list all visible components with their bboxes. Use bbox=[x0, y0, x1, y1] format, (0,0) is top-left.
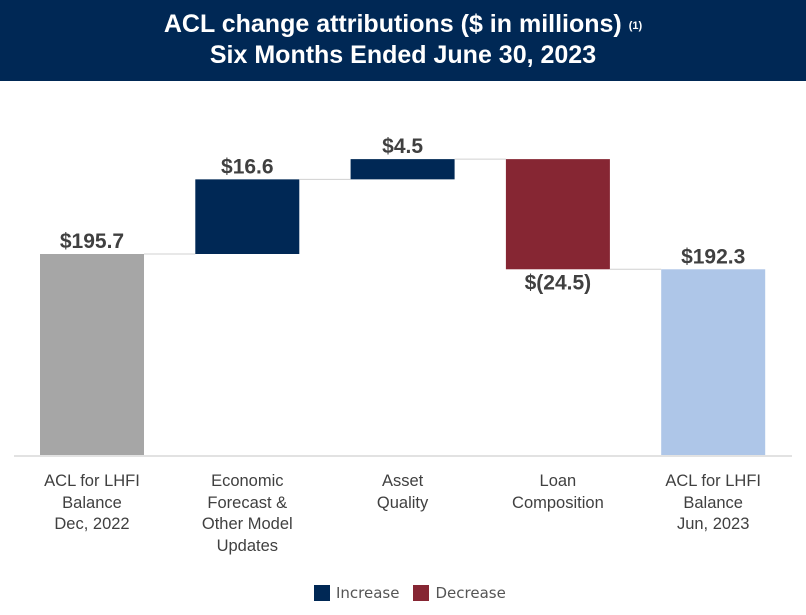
data-label: $16.6 bbox=[221, 155, 274, 178]
chart-title-banner: ACL change attributions ($ in millions) … bbox=[0, 0, 806, 81]
category-label-line: Jun, 2023 bbox=[676, 515, 750, 533]
data-label: $192.3 bbox=[681, 245, 745, 268]
data-label: $195.7 bbox=[60, 230, 124, 253]
legend-label-decrease: Decrease bbox=[435, 584, 506, 602]
data-label: $4.5 bbox=[382, 135, 423, 158]
legend-swatch-increase bbox=[314, 585, 330, 601]
category-label-line: Balance bbox=[683, 493, 743, 512]
category-label-line: Composition bbox=[512, 493, 604, 512]
bar-total bbox=[40, 254, 144, 455]
bar-increase bbox=[350, 159, 455, 180]
category-label: Economic Forecast & Other Model Updates bbox=[172, 471, 322, 557]
category-label-line: Loan bbox=[539, 472, 577, 490]
bar-total bbox=[661, 269, 766, 455]
category-label-line: Economic bbox=[211, 472, 284, 490]
category-label-line: Balance bbox=[62, 493, 122, 512]
legend: Increase Decrease bbox=[314, 584, 506, 602]
legend-swatch-decrease bbox=[413, 585, 430, 601]
category-label-line: ACL for LHFI bbox=[665, 472, 762, 490]
category-label: ACL for LHFI Balance Dec, 2022 bbox=[17, 471, 167, 536]
chart-title: ACL change attributions ($ in millions) bbox=[163, 10, 622, 38]
category-label-line: Asset bbox=[381, 472, 424, 490]
category-label-line: Quality bbox=[376, 493, 429, 512]
category-label-line: Forecast & bbox=[207, 493, 288, 512]
category-label-line: ACL for LHFI bbox=[44, 472, 140, 490]
bar-decrease bbox=[505, 159, 610, 270]
bar-increase bbox=[195, 179, 300, 254]
legend-label-increase: Increase bbox=[336, 584, 400, 602]
data-label: $(24.5) bbox=[525, 271, 592, 294]
category-label-line: Other Model bbox=[201, 515, 293, 533]
category-label: Loan Composition bbox=[483, 471, 633, 514]
category-label: Asset Quality bbox=[328, 471, 478, 514]
category-label-line: Dec, 2022 bbox=[54, 515, 130, 533]
chart-subtitle: Six Months Ended June 30, 2023 bbox=[209, 41, 597, 69]
category-label: ACL for LHFI Balance Jun, 2023 bbox=[638, 471, 788, 536]
category-label-line: Updates bbox=[216, 536, 279, 555]
footnote-marker: (1) bbox=[628, 20, 643, 32]
